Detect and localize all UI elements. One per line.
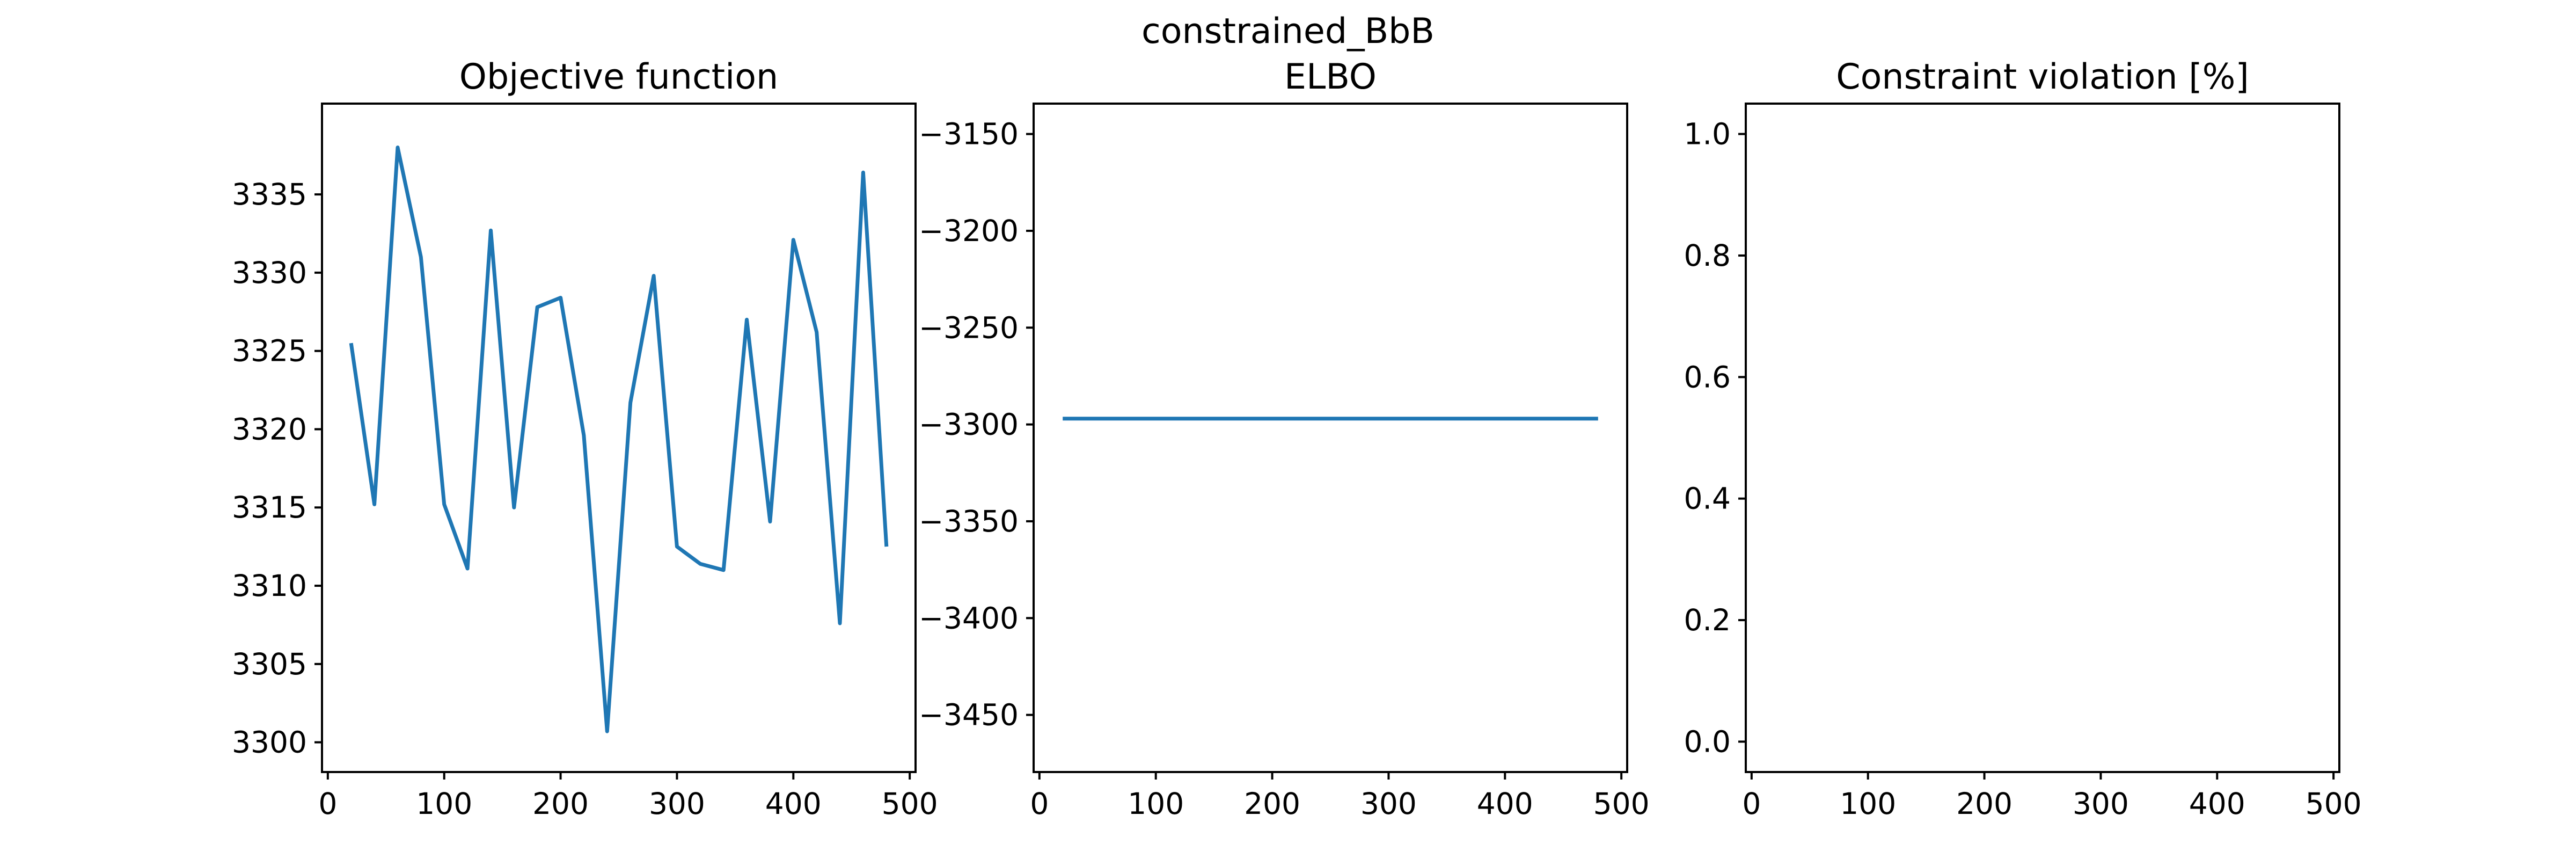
subplot-1-xtick-label: 200 xyxy=(532,787,589,821)
subplot-3-xtick-label: 300 xyxy=(2073,787,2129,821)
figure-suptitle: constrained_BbB xyxy=(1141,11,1435,52)
subplot-3: Constraint violation [%] 0 100 200 300 400 500… xyxy=(1684,57,2362,821)
subplot-1-xtick-label: 300 xyxy=(649,787,705,821)
subplot-2: ELBO 0 100 200 300 400 500 −3450 −3400 −3350 −3300… xyxy=(919,57,1650,821)
subplot-panels: Objective function 0 100 200 300 400 500 3300 33… xyxy=(232,57,2362,821)
subplot-3-xtick-label: 200 xyxy=(1956,787,2012,821)
subplot-1-xtick-label: 400 xyxy=(765,787,822,821)
subplot-3-xtick-label: 500 xyxy=(2306,787,2362,821)
subplot-2-xtick-label: 500 xyxy=(1593,787,1650,821)
subplot-2-xtick-label: 200 xyxy=(1244,787,1300,821)
subplot-3-ytick-label: 0.0 xyxy=(1684,724,1731,759)
subplot-1-ytick-label: 3330 xyxy=(232,256,307,290)
subplot-2-xtick-label: 400 xyxy=(1477,787,1533,821)
subplot-2-ytick-label: −3200 xyxy=(919,214,1019,248)
subplot-1-title: Objective function xyxy=(459,57,778,97)
subplot-1: Objective function 0 100 200 300 400 500 3300 33… xyxy=(232,57,938,821)
subplot-2-ytick-label: −3300 xyxy=(919,407,1019,442)
subplot-1-ytick-label: 3305 xyxy=(232,647,307,681)
subplot-3-xtick-label: 400 xyxy=(2189,787,2245,821)
subplot-3-ytick-label: 0.6 xyxy=(1684,360,1731,394)
subplot-2-title: ELBO xyxy=(1284,57,1377,97)
subplot-3-xtick-label: 0 xyxy=(1742,787,1761,821)
subplot-1-xtick-label: 100 xyxy=(416,787,472,821)
subplot-3-title: Constraint violation [%] xyxy=(1836,57,2249,97)
subplot-2-ytick-label: −3400 xyxy=(919,601,1019,635)
subplot-2-ytick-label: −3450 xyxy=(919,698,1019,732)
subplot-1-xtick-label: 0 xyxy=(318,787,337,821)
subplot-3-axes-frame xyxy=(1745,103,2340,773)
subplot-1-ytick-label: 3315 xyxy=(232,490,307,525)
subplot-1-ytick-label: 3320 xyxy=(232,412,307,446)
subplot-2-ytick-label: −3150 xyxy=(919,117,1019,151)
subplot-1-ytick-label: 3335 xyxy=(232,177,307,212)
subplot-2-xtick-label: 0 xyxy=(1030,787,1049,821)
subplot-2-axes-frame xyxy=(1033,103,1628,773)
subplot-2-xtick-label: 300 xyxy=(1360,787,1417,821)
subplot-3-ytick-label: 0.2 xyxy=(1684,603,1731,637)
subplot-3-ytick-label: 1.0 xyxy=(1684,117,1731,151)
subplot-1-series-line xyxy=(349,145,889,733)
subplot-1-ytick-label: 3325 xyxy=(232,334,307,368)
subplot-1-xtick-label: 500 xyxy=(882,787,938,821)
subplot-2-ytick-label: −3350 xyxy=(919,504,1019,538)
subplot-2-xtick-label: 100 xyxy=(1128,787,1184,821)
subplot-2-ytick-label: −3250 xyxy=(919,310,1019,345)
subplot-3-ytick-label: 0.4 xyxy=(1684,482,1731,516)
subplot-3-xtick-label: 100 xyxy=(1840,787,1896,821)
subplot-3-ytick-label: 0.8 xyxy=(1684,238,1731,273)
subplot-1-ytick-label: 3310 xyxy=(232,569,307,603)
subplot-1-ytick-label: 3300 xyxy=(232,725,307,760)
subplot-1-axes-frame xyxy=(321,103,917,773)
